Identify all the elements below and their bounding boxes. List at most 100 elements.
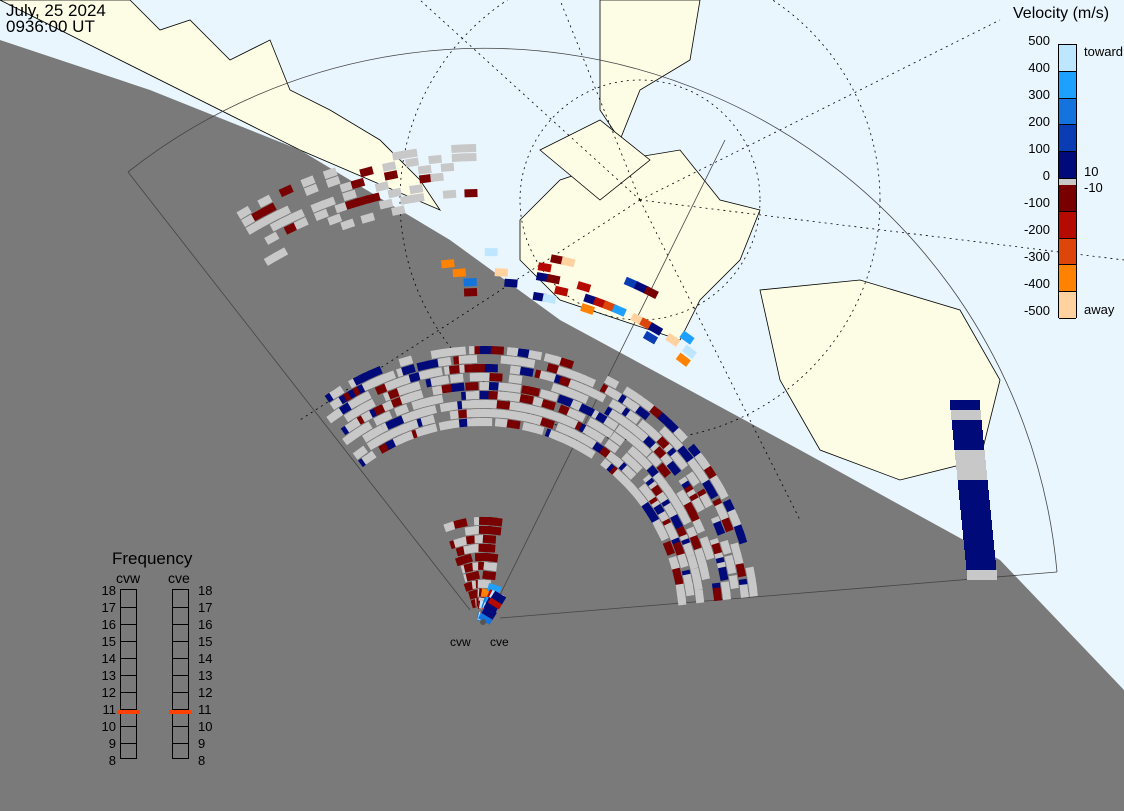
scatter-cell bbox=[465, 381, 479, 391]
velocity-tick: 0 bbox=[1042, 168, 1050, 183]
scatter-cell bbox=[519, 394, 534, 405]
scatter-cell bbox=[687, 554, 699, 570]
scatter-cell bbox=[398, 355, 414, 367]
scatter-cell bbox=[420, 414, 436, 426]
scatter-cell bbox=[684, 582, 695, 597]
scatter-cell bbox=[655, 526, 669, 542]
velocity-color-swatch bbox=[1059, 98, 1076, 126]
scatter-cell bbox=[442, 419, 457, 430]
scatter-cell bbox=[604, 375, 620, 389]
scatter-cell bbox=[950, 400, 980, 410]
scatter-cell bbox=[448, 364, 463, 375]
scatter-cell bbox=[378, 198, 394, 210]
scatter-cell bbox=[962, 520, 992, 530]
scatter-cell bbox=[435, 375, 450, 386]
scatter-cell bbox=[428, 154, 443, 165]
scatter-cell bbox=[487, 595, 504, 610]
velocity-color-scale bbox=[1058, 44, 1077, 319]
scatter-cell bbox=[550, 254, 565, 265]
scatter-cell bbox=[699, 493, 713, 509]
scatter-cell bbox=[609, 431, 625, 447]
scatter-cell bbox=[953, 430, 983, 440]
scatter-cell bbox=[465, 570, 481, 582]
scatter-cell bbox=[681, 344, 697, 359]
scatter-cell bbox=[637, 455, 653, 471]
frequency-tick: 11 bbox=[102, 702, 117, 717]
scatter-cell bbox=[715, 484, 729, 500]
ground-scatter-swatch bbox=[1059, 179, 1076, 185]
scatter-cell bbox=[322, 167, 338, 180]
scatter-cell bbox=[494, 268, 508, 277]
scatter-cell bbox=[527, 349, 543, 361]
velocity-color-swatch bbox=[1059, 238, 1076, 266]
scatter-cell bbox=[495, 409, 510, 419]
scatter-cell bbox=[484, 247, 498, 257]
scatter-cell bbox=[635, 405, 651, 421]
scatter-cell bbox=[506, 419, 521, 430]
frequency-marker bbox=[117, 710, 140, 715]
velocity-scale-title: Velocity (m/s) bbox=[1013, 5, 1110, 22]
velocity-tick: 200 bbox=[1028, 114, 1050, 129]
scatter-cell bbox=[483, 600, 499, 614]
velocity-color-swatch bbox=[1059, 211, 1076, 239]
scatter-cell bbox=[391, 150, 407, 161]
velocity-color-swatch bbox=[1059, 71, 1076, 99]
velocity-tick: -400 bbox=[1023, 276, 1050, 291]
scatter-cell bbox=[490, 346, 505, 355]
scatter-cell bbox=[484, 363, 498, 373]
scatter-cell bbox=[611, 304, 627, 317]
scatter-cell bbox=[963, 530, 993, 540]
scatter-cell bbox=[959, 490, 989, 500]
scatter-cell bbox=[261, 202, 277, 216]
scatter-cell bbox=[361, 450, 377, 465]
fov-outline bbox=[127, 47, 1058, 619]
toward-label: toward bbox=[1084, 44, 1124, 59]
scatter-cell bbox=[303, 183, 319, 196]
scatter-cell bbox=[320, 196, 336, 209]
scatter-cell bbox=[275, 205, 291, 219]
scatter-cell bbox=[350, 177, 366, 190]
scatter-cell bbox=[464, 188, 478, 198]
scatter-cell bbox=[562, 416, 579, 429]
scatter-cell bbox=[699, 565, 710, 581]
scatter-cell bbox=[355, 195, 371, 207]
scatter-cell bbox=[965, 550, 995, 560]
scatter-cell bbox=[704, 484, 719, 500]
scatter-cell bbox=[452, 268, 467, 278]
frequency-tick: 10 bbox=[101, 719, 116, 734]
scatter-cell bbox=[352, 445, 369, 460]
velocity-color-swatch bbox=[1059, 292, 1076, 319]
scatter-cell bbox=[689, 535, 702, 550]
scatter-cell bbox=[403, 148, 418, 159]
scatter-cell bbox=[673, 455, 689, 471]
scatter-cell bbox=[428, 367, 443, 378]
scatter-cell bbox=[543, 390, 559, 402]
scatter-cell bbox=[748, 583, 758, 597]
scatter-cell bbox=[535, 272, 551, 283]
scatter-cell bbox=[408, 389, 424, 402]
scatter-cell bbox=[573, 391, 589, 404]
scatter-cell bbox=[721, 517, 734, 533]
frequency-marker bbox=[169, 710, 192, 715]
site-label-cvw: cvw bbox=[450, 635, 471, 649]
scatter-cell bbox=[406, 381, 421, 393]
frequency-tick: 16 bbox=[198, 617, 213, 632]
scatter-cell bbox=[670, 514, 684, 530]
scatter-cell bbox=[666, 460, 682, 476]
velocity-color-swatch bbox=[1059, 45, 1076, 72]
scatter-cell bbox=[422, 405, 438, 417]
velocity-tick: 500 bbox=[1028, 33, 1050, 48]
scatter-cell bbox=[745, 566, 756, 581]
scatter-cell bbox=[677, 553, 689, 569]
scatter-cell bbox=[529, 423, 545, 436]
scatter-cell bbox=[964, 540, 994, 550]
scatter-cell bbox=[394, 404, 410, 417]
frequency-tick: 9 bbox=[108, 736, 116, 751]
scatter-cell bbox=[559, 424, 575, 437]
scatter-cell bbox=[494, 418, 509, 428]
scatter-cell bbox=[570, 409, 586, 423]
frequency-tick: 11 bbox=[198, 702, 212, 717]
scatter-cell bbox=[647, 322, 664, 336]
scatter-cell bbox=[685, 471, 700, 487]
scatter-cell bbox=[392, 433, 408, 447]
